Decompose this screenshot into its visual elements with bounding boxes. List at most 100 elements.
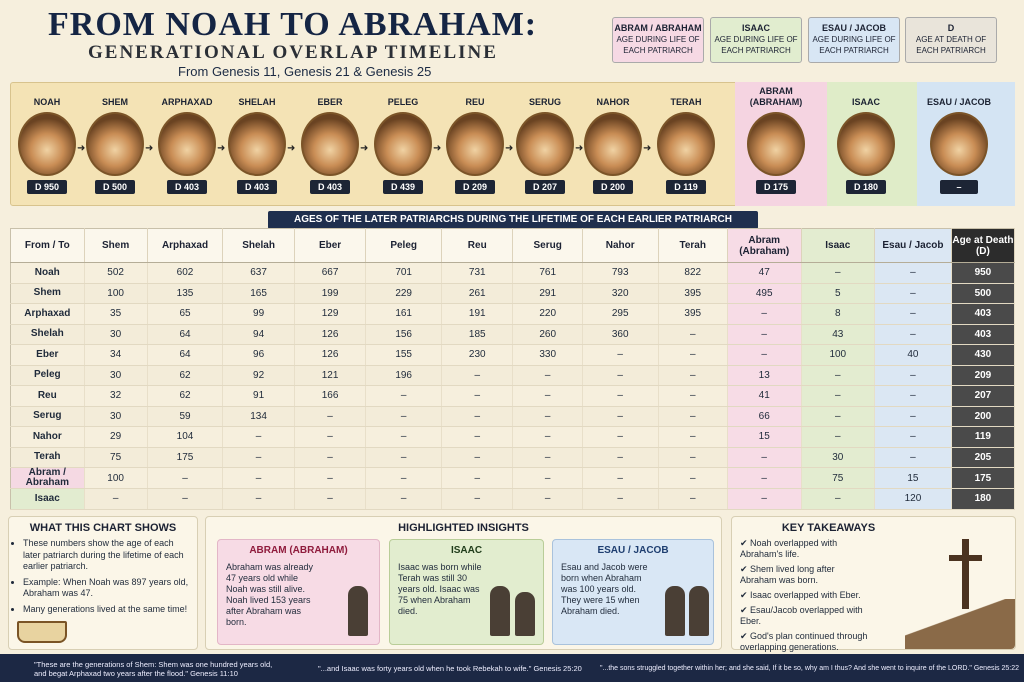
table-cell: 200 [951, 406, 1016, 427]
table-cell: – [294, 426, 367, 448]
isaac-figure-icon [515, 592, 535, 636]
patriarch-name: REU [465, 97, 485, 107]
table-cell: – [294, 447, 367, 468]
death-age-badge: D 119 [666, 180, 706, 194]
cross-bar [949, 555, 982, 561]
table-cell: – [658, 385, 728, 407]
death-age-badge: D 403 [236, 180, 278, 194]
footer-quote: "...the sons struggled together within h… [600, 665, 1019, 672]
column-header: Serug [512, 228, 583, 263]
table-cell: – [512, 467, 583, 489]
table-cell: – [147, 467, 224, 489]
table-cell: 59 [147, 406, 224, 427]
footer-quote: "These are the generations of Shem: Shem… [34, 660, 273, 678]
patriarch-name: NOAH [33, 97, 61, 107]
insight-esau-jacob: ESAU / JACOB Esau and Jacob were born wh… [552, 539, 714, 645]
row-label: Serug [10, 406, 85, 427]
table-cell: – [512, 385, 583, 407]
table-cell: – [658, 406, 728, 427]
table-row: Peleg 30 62 92 121 196– – – –13– –209 [10, 365, 1016, 386]
patriarch-10: ABRAM (ABRAHAM) D 175 [742, 84, 810, 195]
table-cell: 43 [801, 324, 876, 345]
table-cell: 495 [727, 283, 802, 304]
table-cell: 205 [951, 447, 1016, 468]
column-header: Nahor [582, 228, 659, 263]
row-label: Isaac [10, 488, 85, 510]
table-cell: 260 [512, 324, 583, 345]
death-age-badge: D 403 [309, 180, 351, 194]
table-row: Noah 502 602 637 667 701 731 761 793 822 47– –950 [10, 262, 1016, 284]
table-cell: 40 [874, 344, 952, 366]
table-cell: – [874, 365, 952, 386]
table-cell: – [801, 365, 876, 386]
takeaway-item: ✔ Isaac overlapped with Eber. [740, 590, 861, 600]
table-cell: 403 [951, 324, 1016, 345]
table-cell: 166 [294, 385, 367, 407]
source-reference: From Genesis 11, Genesis 21 & Genesis 25 [178, 64, 432, 79]
arrow-icon: ➜ [575, 143, 584, 154]
table-cell: – [512, 365, 583, 386]
arrow-icon: ➜ [505, 143, 514, 154]
table-cell: 92 [222, 365, 295, 386]
death-age-badge: D 209 [454, 180, 496, 194]
table-cell: 30 [84, 365, 148, 386]
table-cell: 403 [951, 303, 1016, 325]
cross-icon [962, 539, 969, 609]
death-age-badge: D 207 [524, 180, 566, 194]
death-age-badge: D 403 [166, 180, 208, 194]
mountain-icon [905, 599, 1015, 649]
table-cell: – [222, 488, 295, 510]
table-cell: 75 [84, 447, 148, 468]
table-row: Serug 30 59 134– – – – – –66– –200 [10, 406, 1016, 427]
key-takeaways: KEY TAKEAWAYS ✔ Noah overlapped with Abr… [731, 516, 1016, 652]
table-cell: – [365, 447, 442, 468]
table-cell: 165 [222, 283, 295, 304]
table-cell: 330 [512, 344, 583, 366]
portrait-icon [516, 112, 574, 176]
check-icon: ✔ [740, 605, 751, 615]
table-cell: 320 [582, 283, 659, 304]
table-cell: 104 [147, 426, 224, 448]
table-cell: 32 [84, 385, 148, 407]
table-cell: 155 [365, 344, 442, 366]
patriarch-name: ABRAM (ABRAHAM) [749, 86, 803, 107]
table-row: Shelah 30 64 94 126 156 185 260 360– –43–403 [10, 324, 1016, 345]
table-cell: 34 [84, 344, 148, 366]
table-cell: 230 [441, 344, 514, 366]
check-icon: ✔ [740, 631, 751, 641]
table-cell: – [658, 467, 728, 489]
patriarch-2: ARPHAXAD D 403 [153, 84, 221, 195]
column-header: Esau / Jacob [874, 228, 952, 263]
table-cell: – [365, 426, 442, 448]
row-label: Terah [10, 447, 85, 468]
table-cell: 29 [84, 426, 148, 448]
table-cell: – [512, 447, 583, 468]
check-icon: ✔ [740, 564, 751, 574]
column-header: Shelah [222, 228, 295, 263]
portrait-icon [301, 112, 359, 176]
scripture-footer: "These are the generations of Shem: Shem… [0, 654, 1024, 682]
table-cell: – [727, 303, 802, 325]
table-cell: 100 [84, 283, 148, 304]
portrait-icon [837, 112, 895, 176]
check-icon: ✔ [740, 590, 751, 600]
table-cell: – [294, 406, 367, 427]
arrow-icon: ➜ [360, 143, 369, 154]
table-cell: 667 [294, 262, 367, 284]
table-row: Isaac – – – – – – – – – – –120 180 [10, 488, 1016, 510]
insight-abraham: ABRAM (ABRAHAM) Abraham was already 47 y… [217, 539, 380, 645]
page-subtitle: GENERATIONAL OVERLAP TIMELINE [88, 42, 498, 63]
patriarch-name: SHELAH [238, 97, 276, 107]
table-row: Terah 75 175– – – – – – – –30–205 [10, 447, 1016, 468]
table-cell: 134 [222, 406, 295, 427]
table-cell: – [801, 262, 876, 284]
table-cell: – [222, 426, 295, 448]
table-cell: – [658, 447, 728, 468]
table-cell: 13 [727, 365, 802, 386]
patriarch-name: ESAU / JACOB [926, 97, 991, 107]
table-cell: 64 [147, 344, 224, 366]
table-cell: – [512, 488, 583, 510]
portrait-icon [86, 112, 144, 176]
column-header: Reu [441, 228, 514, 263]
table-cell: – [658, 426, 728, 448]
